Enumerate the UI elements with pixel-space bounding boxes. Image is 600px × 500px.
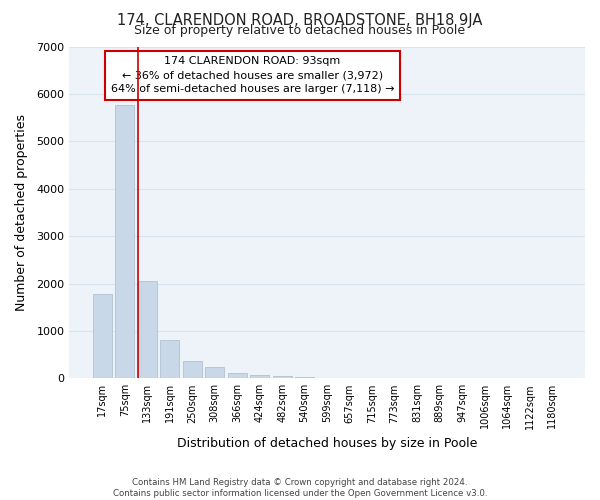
- Bar: [227, 372, 247, 378]
- Bar: [138, 280, 157, 378]
- Text: Size of property relative to detached houses in Poole: Size of property relative to detached ho…: [134, 24, 466, 37]
- Text: 174, CLARENDON ROAD, BROADSTONE, BH18 9JA: 174, CLARENDON ROAD, BROADSTONE, BH18 9J…: [118, 12, 482, 28]
- Bar: [93, 294, 112, 378]
- X-axis label: Distribution of detached houses by size in Poole: Distribution of detached houses by size …: [177, 437, 478, 450]
- Bar: [182, 361, 202, 378]
- Y-axis label: Number of detached properties: Number of detached properties: [15, 114, 28, 311]
- Bar: [272, 376, 292, 378]
- Bar: [205, 367, 224, 378]
- Text: Contains HM Land Registry data © Crown copyright and database right 2024.
Contai: Contains HM Land Registry data © Crown c…: [113, 478, 487, 498]
- Bar: [160, 340, 179, 378]
- Bar: [250, 374, 269, 378]
- Text: 174 CLARENDON ROAD: 93sqm
← 36% of detached houses are smaller (3,972)
64% of se: 174 CLARENDON ROAD: 93sqm ← 36% of detac…: [110, 56, 394, 94]
- Bar: [115, 106, 134, 378]
